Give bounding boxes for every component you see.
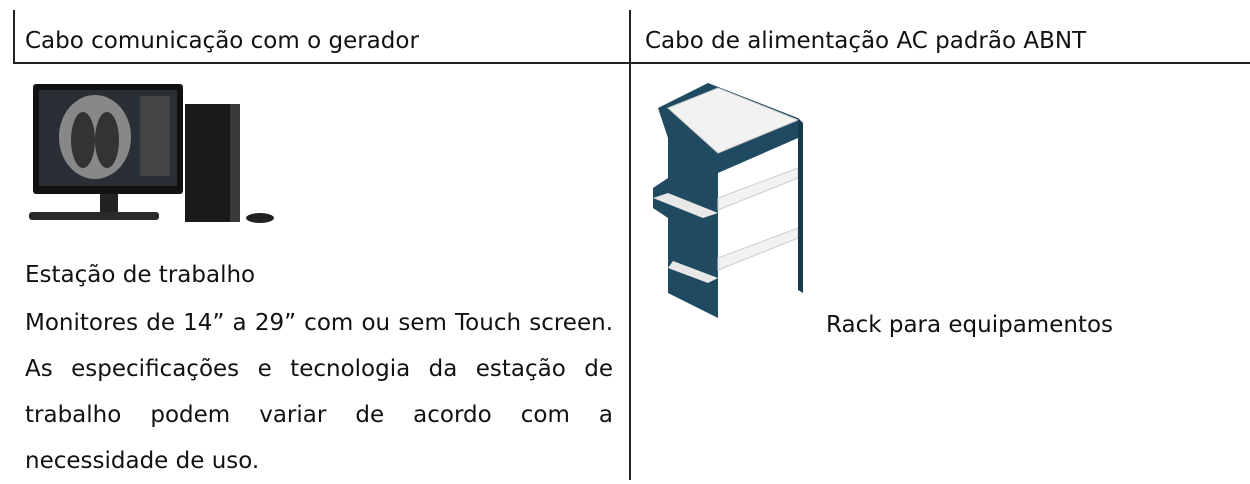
- header-cell: Cabo de alimentação AC padrão ABNT: [645, 28, 1087, 54]
- item-description: Monitores de 14” a 29” com ou sem Touch …: [25, 310, 613, 474]
- workstation-image: [29, 84, 274, 223]
- header-cell: Cabo comunicação com o gerador: [25, 28, 419, 54]
- rack-image: [653, 83, 803, 318]
- row-border: [13, 62, 1250, 64]
- item-title: Estação de trabalho: [25, 262, 256, 288]
- cell-border: [13, 10, 15, 64]
- item-title: Rack para equipamentos: [826, 312, 1114, 338]
- cell-border: [629, 10, 631, 480]
